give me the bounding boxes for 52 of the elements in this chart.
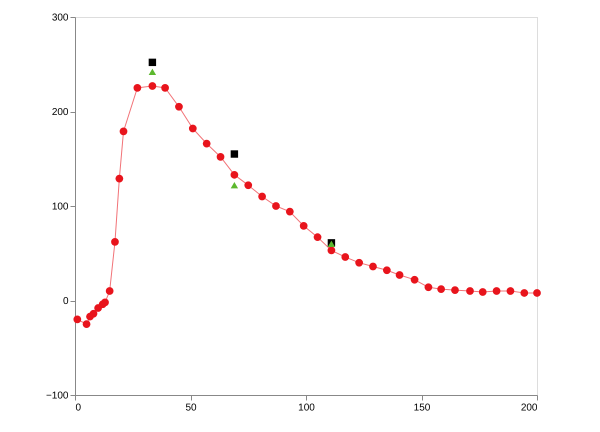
point (478, 288, 487, 296)
point (148, 82, 156, 90)
point (120, 127, 128, 136)
y-tick-label: 200 (52, 107, 69, 118)
point (272, 202, 280, 210)
point (258, 192, 266, 200)
point (90, 310, 98, 318)
point (410, 276, 418, 284)
x-tick-label: 100 (298, 402, 316, 414)
point (466, 287, 474, 295)
point (111, 238, 119, 246)
x-tick-label: 0 (76, 402, 82, 414)
point (175, 102, 183, 111)
point (230, 170, 238, 179)
point (286, 208, 294, 216)
point (355, 258, 364, 267)
point (328, 246, 336, 254)
point (424, 283, 432, 292)
point (161, 84, 169, 92)
point (148, 68, 156, 76)
point (244, 181, 252, 190)
point (382, 266, 391, 274)
point (533, 289, 541, 297)
point (437, 285, 446, 294)
y-tick-label: 300 (52, 12, 69, 24)
point (492, 287, 500, 295)
point (230, 182, 238, 188)
point (216, 152, 224, 161)
x-tick-label: 200 (520, 402, 538, 414)
y-tick-label: −100 (46, 390, 69, 402)
point (341, 253, 350, 261)
point (82, 320, 90, 328)
point (451, 286, 459, 294)
point (300, 222, 308, 230)
point (115, 174, 124, 182)
y-tick-label: 0 (62, 296, 69, 307)
x-tick-label: 50 (185, 402, 197, 414)
point (520, 289, 528, 297)
point (314, 233, 322, 242)
point (73, 316, 82, 324)
point (106, 287, 114, 295)
point (506, 287, 514, 295)
point (148, 58, 156, 66)
point (202, 140, 211, 148)
point (133, 84, 142, 92)
point (369, 262, 377, 270)
point (188, 124, 197, 132)
point (230, 150, 238, 158)
x-tick-label: 150 (414, 402, 431, 414)
y-tick-label: 100 (52, 202, 69, 212)
point (396, 271, 404, 279)
point (101, 298, 109, 306)
